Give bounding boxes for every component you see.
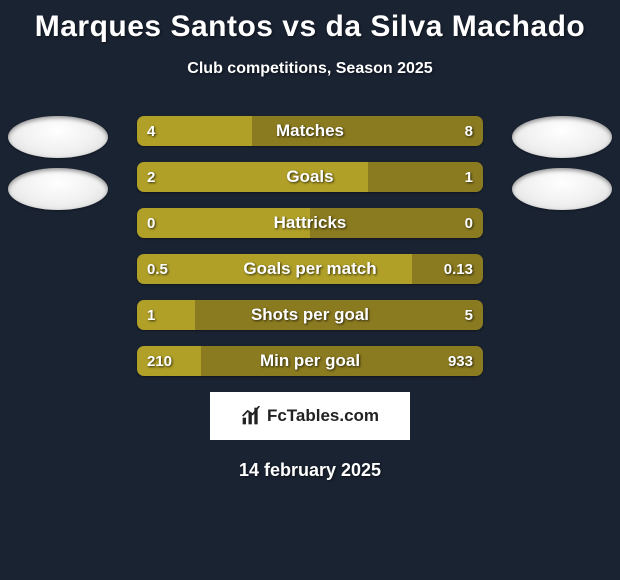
stat-row: 48Matches — [137, 116, 483, 146]
stat-bar-left — [137, 254, 412, 284]
player-left-avatar-alt — [8, 168, 108, 210]
stat-bar-left — [137, 300, 195, 330]
comparison-infographic: Marques Santos vs da Silva Machado Club … — [0, 0, 620, 580]
comparison-area: 48Matches21Goals00Hattricks0.50.13Goals … — [0, 116, 620, 376]
stat-value-right: 0 — [465, 208, 473, 238]
stat-value-right: 1 — [465, 162, 473, 192]
stat-row: 00Hattricks — [137, 208, 483, 238]
stat-bar-left — [137, 162, 368, 192]
stat-row: 210933Min per goal — [137, 346, 483, 376]
page-title: Marques Santos vs da Silva Machado — [0, 0, 620, 44]
stat-bars: 48Matches21Goals00Hattricks0.50.13Goals … — [137, 116, 483, 376]
stat-value-right: 5 — [465, 300, 473, 330]
stat-bar-right — [201, 346, 483, 376]
stat-value-right: 933 — [448, 346, 473, 376]
page-subtitle: Club competitions, Season 2025 — [0, 60, 620, 78]
stat-value-left: 210 — [147, 346, 172, 376]
stat-bar-right — [195, 300, 483, 330]
chart-icon — [241, 406, 261, 426]
stat-value-right: 0.13 — [444, 254, 473, 284]
player-left-avatar — [8, 116, 108, 158]
stat-bar-left — [137, 208, 310, 238]
stat-value-left: 4 — [147, 116, 155, 146]
date-label: 14 february 2025 — [0, 460, 620, 481]
stat-bar-right — [310, 208, 483, 238]
stat-value-left: 0.5 — [147, 254, 168, 284]
stat-value-right: 8 — [465, 116, 473, 146]
stat-bar-right — [252, 116, 483, 146]
stat-value-left: 0 — [147, 208, 155, 238]
stat-value-left: 2 — [147, 162, 155, 192]
branding-badge: FcTables.com — [210, 392, 410, 440]
branding-text: FcTables.com — [267, 406, 379, 426]
player-right-avatar-alt — [512, 168, 612, 210]
stat-row: 21Goals — [137, 162, 483, 192]
stat-row: 0.50.13Goals per match — [137, 254, 483, 284]
player-right-avatar — [512, 116, 612, 158]
stat-value-left: 1 — [147, 300, 155, 330]
stat-row: 15Shots per goal — [137, 300, 483, 330]
